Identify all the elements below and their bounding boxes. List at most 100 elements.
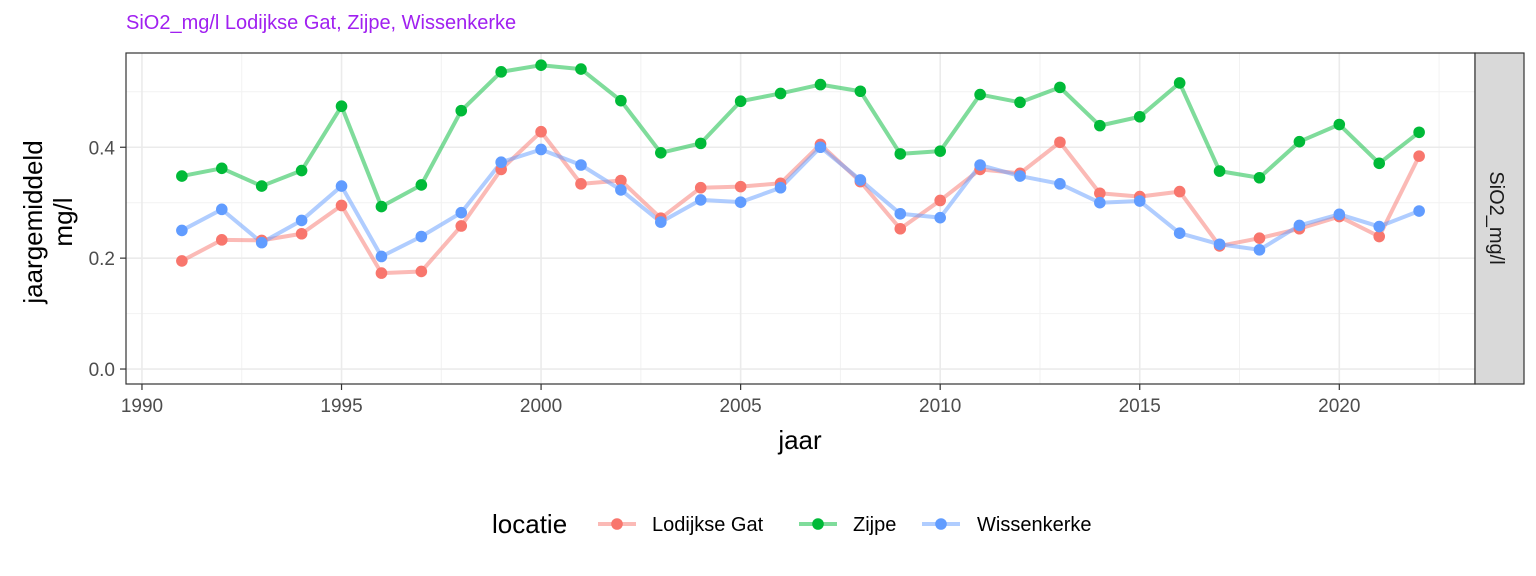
data-point-zijpe — [176, 170, 188, 182]
data-point-zijpe — [495, 66, 507, 78]
data-point-wissenkerke — [1213, 238, 1226, 251]
chart-title: SiO2_mg/l Lodijkse Gat, Zijpe, Wissenker… — [126, 12, 517, 34]
data-point-lodijkse-gat — [1054, 136, 1066, 149]
legend: locatie Lodijkse Gat Zijpe Wissenkerke — [492, 509, 1091, 539]
data-point-wissenkerke — [1333, 208, 1346, 221]
data-point-wissenkerke — [215, 203, 228, 216]
x-tick-label: 1995 — [320, 396, 362, 417]
data-point-zijpe — [1054, 81, 1066, 94]
y-tick-label: 0.2 — [89, 249, 115, 270]
series-line-lodijkse-gat — [179, 129, 1422, 276]
data-point-wissenkerke — [375, 250, 388, 263]
data-point-zijpe — [894, 148, 907, 160]
facet-strip-label: SiO2_mg/l — [1485, 171, 1507, 264]
data-point-wissenkerke — [455, 206, 468, 219]
x-tick-label: 2015 — [1119, 396, 1161, 417]
data-point-zijpe — [1094, 119, 1106, 132]
data-point-wissenkerke — [934, 211, 946, 224]
data-point-lodijkse-gat — [934, 194, 946, 207]
data-point-wissenkerke — [575, 159, 587, 171]
legend-title: locatie — [492, 509, 567, 539]
data-point-zijpe — [215, 162, 228, 175]
data-point-wissenkerke — [894, 207, 907, 220]
series-lines — [179, 63, 1422, 276]
data-point-lodijkse-gat — [215, 234, 228, 246]
series-line-wissenkerke — [179, 145, 1422, 259]
data-point-wissenkerke — [615, 184, 627, 196]
data-point-zijpe — [1373, 157, 1386, 170]
data-point-wissenkerke — [1173, 227, 1186, 239]
plot-panel — [126, 53, 1475, 384]
data-point-wissenkerke — [694, 194, 707, 206]
legend-key-point-lodijkse-gat — [611, 518, 623, 530]
data-point-zijpe — [1133, 110, 1146, 123]
data-point-wissenkerke — [1014, 170, 1026, 182]
data-point-zijpe — [255, 180, 268, 192]
data-point-lodijkse-gat — [535, 125, 547, 138]
data-point-zijpe — [934, 145, 946, 157]
legend-key-point-zijpe — [812, 518, 824, 530]
data-point-wissenkerke — [734, 196, 747, 208]
data-point-zijpe — [694, 137, 707, 150]
x-axis-ticks: 1990 1995 2000 2005 2010 2015 2020 — [121, 384, 1360, 417]
data-point-wissenkerke — [335, 180, 348, 192]
data-point-lodijkse-gat — [335, 199, 348, 212]
data-point-wissenkerke — [1413, 205, 1425, 217]
data-point-zijpe — [814, 78, 827, 91]
facet-strip — [1474, 52, 1525, 385]
data-point-zijpe — [1333, 118, 1346, 131]
data-point-wissenkerke — [255, 236, 268, 249]
data-point-wissenkerke — [854, 174, 867, 186]
data-point-zijpe — [415, 179, 428, 191]
x-tick-label: 2020 — [1318, 396, 1360, 417]
data-point-wissenkerke — [814, 141, 827, 154]
x-tick-label: 2010 — [919, 396, 961, 417]
data-point-lodijkse-gat — [1373, 230, 1386, 243]
data-point-lodijkse-gat — [1413, 150, 1425, 162]
data-point-wissenkerke — [295, 214, 308, 227]
data-point-lodijkse-gat — [1253, 232, 1266, 244]
y-tick-label: 0.0 — [89, 360, 115, 381]
data-point-lodijkse-gat — [1094, 187, 1106, 200]
legend-label-lodijkse-gat: Lodijkse Gat — [652, 514, 764, 536]
data-point-wissenkerke — [495, 156, 507, 169]
x-tick-label: 2005 — [719, 396, 761, 417]
y-axis-ticks: 0.0 0.2 0.4 — [89, 138, 126, 381]
data-point-zijpe — [615, 94, 627, 107]
data-point-wissenkerke — [1133, 195, 1146, 207]
data-point-wissenkerke — [974, 159, 986, 171]
data-point-zijpe — [1213, 165, 1226, 177]
legend-label-wissenkerke: Wissenkerke — [977, 514, 1091, 536]
data-point-lodijkse-gat — [615, 174, 627, 187]
data-point-zijpe — [734, 95, 747, 108]
data-point-wissenkerke — [415, 230, 428, 243]
data-point-zijpe — [1413, 126, 1425, 139]
series-points — [176, 59, 1425, 279]
data-point-zijpe — [1253, 171, 1266, 184]
data-point-zijpe — [774, 87, 787, 100]
data-point-wissenkerke — [1094, 196, 1106, 209]
data-point-lodijkse-gat — [1173, 185, 1186, 198]
data-point-zijpe — [655, 146, 667, 159]
data-point-lodijkse-gat — [375, 267, 388, 279]
data-point-zijpe — [974, 88, 986, 101]
data-point-wissenkerke — [1293, 219, 1306, 232]
data-point-zijpe — [375, 200, 388, 213]
x-tick-label: 2000 — [520, 396, 562, 417]
data-point-wissenkerke — [655, 216, 667, 228]
y-tick-label: 0.4 — [89, 138, 116, 159]
data-point-lodijkse-gat — [295, 227, 308, 240]
data-point-zijpe — [335, 100, 348, 113]
y-axis-title-line-2: mg/l — [48, 197, 78, 246]
x-tick-label: 1990 — [121, 396, 163, 417]
data-point-lodijkse-gat — [176, 255, 188, 267]
data-point-zijpe — [295, 164, 308, 177]
data-point-zijpe — [535, 59, 547, 71]
data-point-zijpe — [1293, 135, 1306, 148]
y-axis-title-line-1: jaargemiddeld — [18, 140, 48, 304]
data-point-zijpe — [1014, 96, 1026, 109]
data-point-zijpe — [854, 85, 867, 98]
legend-key-point-wissenkerke — [935, 518, 947, 530]
data-point-zijpe — [575, 63, 587, 75]
